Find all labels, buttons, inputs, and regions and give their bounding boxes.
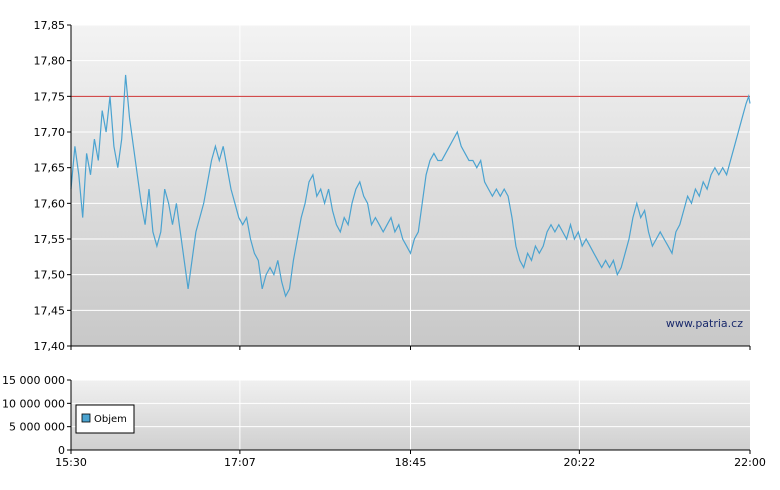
legend-label: Objem	[94, 414, 127, 425]
volume-y-axis: 0 5 000 000 10 000 000 15 000 000	[2, 374, 71, 457]
time-tick-label: 20:22	[564, 456, 596, 469]
price-y-axis: 17,40 17,45 17,50 17,55 17,60 17,65 17,70 17,75…	[34, 19, 71, 353]
price-y-tick-label: 17,70	[34, 126, 66, 139]
price-grid	[71, 24, 750, 346]
volume-y-tick-label: 0	[58, 444, 65, 457]
time-tick-label: 17:07	[224, 456, 256, 469]
volume-y-tick-label: 10 000 000	[2, 397, 65, 410]
price-y-tick-label: 17,65	[34, 162, 66, 175]
price-y-tick-label: 17,40	[34, 340, 66, 353]
price-series-line	[70, 74, 751, 298]
price-panel: 17,40 17,45 17,50 17,55 17,60 17,65 17,70 17,75…	[34, 19, 751, 353]
price-y-tick-label: 17,75	[34, 90, 66, 103]
time-tick-label: 18:45	[395, 456, 427, 469]
price-y-tick-label: 17,45	[34, 304, 66, 317]
time-tick-label: 22:00	[734, 456, 766, 469]
price-y-tick-label: 17,60	[34, 197, 66, 210]
volume-y-tick-label: 5 000 000	[9, 421, 65, 434]
time-axis: 15:30 17:07 18:45 20:22 22:00	[55, 450, 766, 469]
legend-swatch	[81, 413, 91, 423]
price-y-tick-label: 17,80	[34, 55, 66, 68]
time-tick-label: 15:30	[55, 456, 87, 469]
price-y-tick-label: 17,55	[34, 233, 66, 246]
price-y-tick-label: 17,85	[34, 19, 66, 32]
volume-y-tick-label: 15 000 000	[2, 374, 65, 387]
watermark: www.patria.cz	[666, 317, 743, 330]
price-x-ticks	[70, 346, 751, 350]
volume-grid	[71, 379, 750, 450]
legend: Objem	[75, 404, 135, 434]
volume-panel: 0 5 000 000 10 000 000 15 000 000 15:30 17:0…	[2, 374, 766, 469]
price-y-tick-label: 17,50	[34, 269, 66, 282]
